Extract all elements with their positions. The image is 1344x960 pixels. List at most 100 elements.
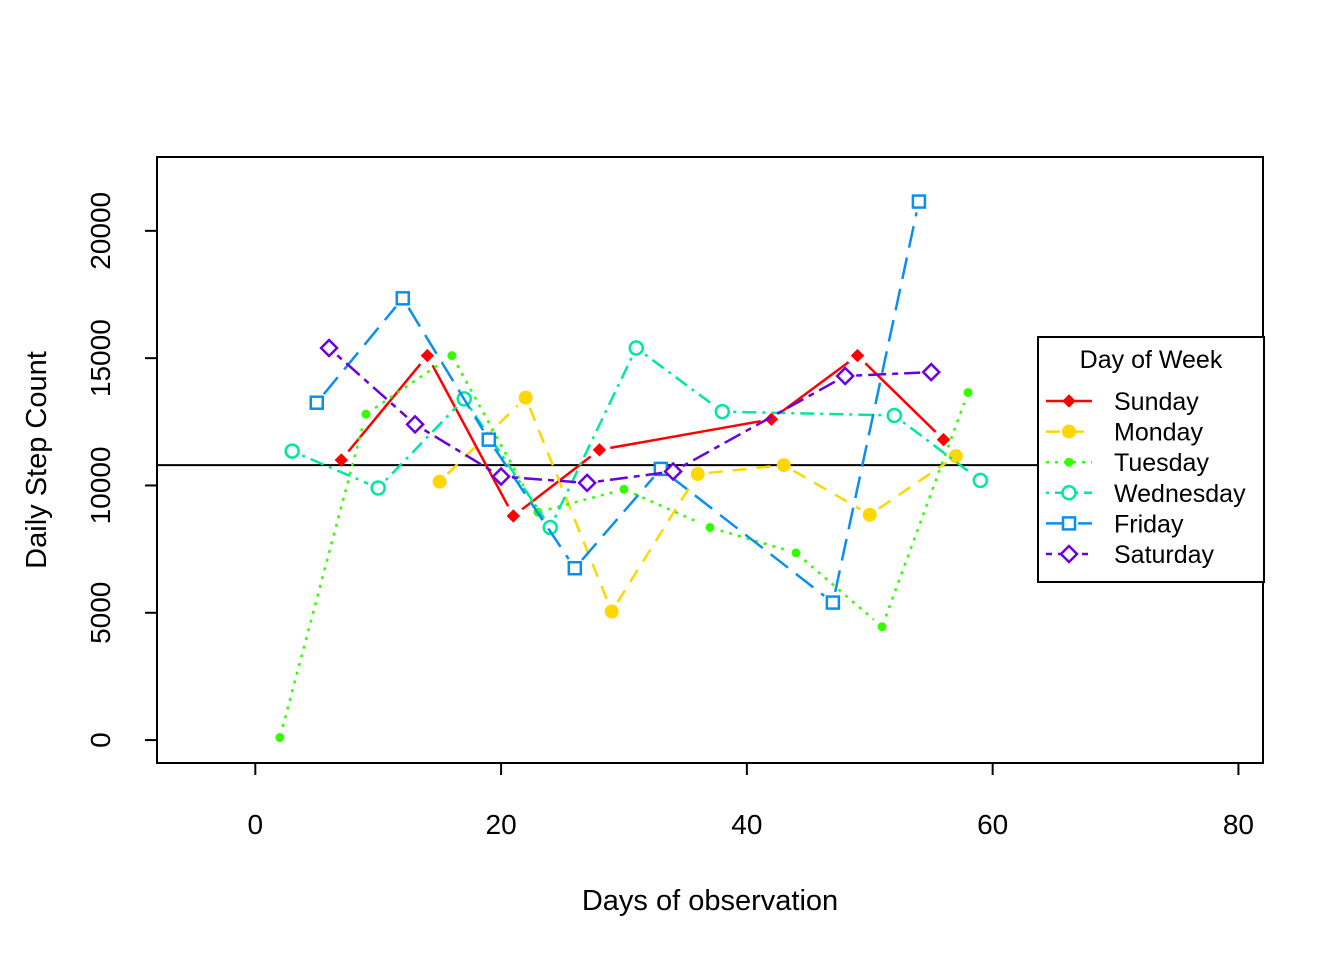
series-segment — [682, 380, 837, 468]
data-point — [284, 443, 300, 459]
data-point — [850, 348, 865, 363]
data-point — [432, 474, 447, 489]
data-point — [714, 403, 731, 420]
series-segment — [633, 492, 701, 525]
series-segment — [281, 424, 365, 728]
series-wednesday — [284, 340, 989, 536]
data-point — [619, 484, 629, 494]
data-point — [577, 473, 597, 493]
data-point — [791, 548, 801, 558]
legend-marker — [1061, 485, 1077, 501]
series-segment — [548, 490, 614, 511]
data-point — [604, 604, 619, 619]
legend-item-monday: Monday — [1046, 419, 1203, 447]
series-segment — [322, 306, 397, 396]
series-segment — [792, 469, 861, 511]
series-monday — [432, 390, 963, 619]
legend-marker — [1061, 516, 1077, 531]
x-axis: 0 20 40 60 80 — [248, 762, 1254, 840]
y-tick-label: 15000 — [85, 319, 116, 397]
legend-marker — [1064, 457, 1074, 467]
data-point — [886, 407, 903, 424]
data-point — [370, 480, 386, 496]
legend-marker — [1062, 424, 1076, 439]
data-point — [825, 595, 841, 610]
data-point — [447, 351, 457, 361]
series-tuesday — [275, 351, 973, 743]
data-point — [395, 291, 411, 306]
data-point — [862, 507, 877, 522]
data-point — [334, 453, 349, 467]
series-segment — [733, 410, 884, 417]
data-point — [481, 432, 497, 447]
legend-title: Day of Week — [1080, 346, 1223, 374]
data-point — [963, 388, 973, 398]
data-point — [663, 461, 683, 482]
data-point — [567, 560, 583, 576]
series-segment — [423, 428, 493, 472]
x-tick-label: 80 — [1223, 809, 1254, 840]
y-tick-label: 10000 — [85, 447, 116, 525]
data-point — [877, 622, 887, 632]
series-segment — [833, 212, 918, 593]
legend-item-friday: Friday — [1046, 510, 1184, 538]
series-segment — [803, 559, 875, 621]
y-axis: 0 5000 10000 15000 20000 — [85, 192, 158, 748]
data-point — [972, 472, 989, 489]
x-tick-label: 40 — [731, 809, 762, 840]
legend-label: Saturday — [1114, 541, 1215, 569]
data-point — [491, 466, 511, 487]
legend-label: Wednesday — [1114, 480, 1246, 508]
series-segment — [336, 354, 408, 418]
y-axis-title: Daily Step Count — [21, 351, 53, 569]
data-point — [764, 412, 779, 426]
legend-item-wednesday: Wednesday — [1046, 480, 1246, 508]
data-point — [518, 390, 533, 405]
data-point — [319, 338, 339, 358]
series-group — [275, 194, 989, 743]
legend-label: Tuesday — [1114, 449, 1209, 477]
legend-label: Friday — [1114, 510, 1184, 538]
series-segment — [374, 360, 444, 410]
data-point — [690, 467, 705, 482]
x-tick-label: 0 — [248, 809, 264, 840]
data-point — [776, 458, 791, 473]
data-point — [361, 409, 371, 419]
x-axis-title: Days of observation — [582, 885, 838, 917]
series-segment — [597, 471, 663, 483]
series-segment — [511, 476, 577, 484]
series-segment — [553, 357, 633, 519]
series-segment — [469, 407, 546, 520]
data-point — [948, 449, 963, 464]
series-segment — [493, 448, 570, 560]
series-friday — [309, 194, 927, 610]
series-segment — [668, 474, 825, 597]
series-segment — [720, 529, 786, 552]
series-saturday — [319, 338, 941, 493]
series-segment — [581, 476, 655, 561]
series-segment — [644, 353, 715, 407]
legend-item-saturday: Saturday — [1046, 541, 1215, 569]
data-point — [628, 340, 645, 356]
data-point — [921, 362, 941, 382]
data-point — [705, 522, 715, 532]
series-segment — [347, 363, 422, 453]
series-segment — [616, 482, 693, 603]
legend-marker — [1062, 394, 1076, 408]
data-point — [420, 348, 435, 363]
y-tick-label: 5000 — [85, 582, 116, 644]
legend-box — [1037, 336, 1265, 583]
legend-label: Monday — [1114, 419, 1203, 447]
series-sunday — [334, 348, 951, 523]
series-segment — [902, 421, 973, 475]
legend-item-tuesday: Tuesday — [1046, 449, 1209, 477]
series-segment — [407, 307, 485, 431]
series-segment — [878, 461, 948, 510]
series-segment — [884, 402, 966, 617]
data-point — [275, 733, 285, 743]
data-point — [592, 443, 607, 457]
series-segment — [431, 364, 510, 507]
